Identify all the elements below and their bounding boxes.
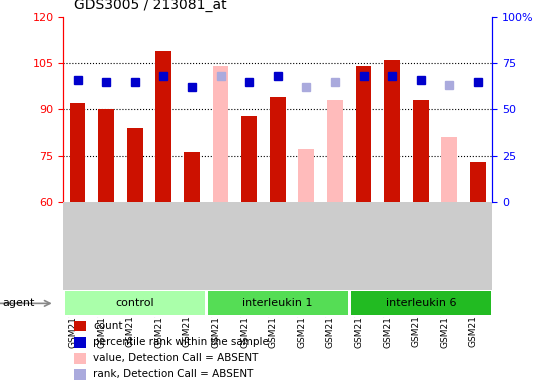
Bar [356, 66, 371, 202]
Bar [241, 116, 257, 202]
Bar [442, 137, 457, 202]
Bar [384, 60, 400, 202]
Bar [299, 149, 314, 202]
Bar [156, 51, 171, 202]
Bar [127, 128, 142, 202]
Text: GDS3005 / 213081_at: GDS3005 / 213081_at [74, 0, 227, 12]
Bar [470, 162, 486, 202]
Text: value, Detection Call = ABSENT: value, Detection Call = ABSENT [93, 353, 258, 363]
Text: rank, Detection Call = ABSENT: rank, Detection Call = ABSENT [93, 369, 254, 379]
Text: agent: agent [3, 298, 35, 308]
Text: count: count [93, 321, 123, 331]
Bar [351, 291, 491, 316]
Bar [208, 291, 348, 316]
Text: control: control [116, 298, 154, 308]
Text: interleukin 1: interleukin 1 [243, 298, 313, 308]
Bar [65, 291, 205, 316]
Bar [413, 100, 428, 202]
Text: percentile rank within the sample: percentile rank within the sample [93, 337, 269, 347]
Bar [70, 103, 85, 202]
Bar [184, 152, 200, 202]
Bar [327, 100, 343, 202]
Bar [98, 109, 114, 202]
Bar [270, 97, 285, 202]
Bar [213, 66, 228, 202]
Text: interleukin 6: interleukin 6 [386, 298, 456, 308]
